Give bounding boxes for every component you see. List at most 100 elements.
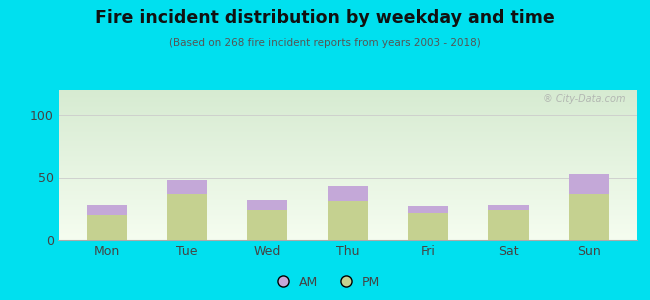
Bar xyxy=(58,239,637,240)
Bar xyxy=(58,157,637,158)
Bar xyxy=(58,196,637,197)
Bar xyxy=(58,104,637,105)
Text: Fire incident distribution by weekday and time: Fire incident distribution by weekday an… xyxy=(95,9,555,27)
Bar xyxy=(58,194,637,195)
Bar xyxy=(58,195,637,196)
Bar xyxy=(58,159,637,160)
Bar xyxy=(58,96,637,97)
Bar xyxy=(58,97,637,98)
Bar xyxy=(58,163,637,164)
Bar xyxy=(58,117,637,118)
Bar xyxy=(58,123,637,124)
Bar xyxy=(58,202,637,203)
Bar xyxy=(58,127,637,128)
Bar xyxy=(58,235,637,236)
Bar xyxy=(58,171,637,172)
Bar xyxy=(58,101,637,102)
Bar xyxy=(58,92,637,93)
Bar xyxy=(58,112,637,113)
Bar xyxy=(58,222,637,223)
Bar xyxy=(58,190,637,191)
Bar xyxy=(58,237,637,238)
Bar xyxy=(58,184,637,185)
Bar xyxy=(58,130,637,131)
Bar xyxy=(58,110,637,111)
Bar xyxy=(58,205,637,206)
Bar xyxy=(58,229,637,230)
Bar xyxy=(58,154,637,155)
Bar xyxy=(58,152,637,153)
Bar xyxy=(58,172,637,173)
Bar xyxy=(58,207,637,208)
Bar xyxy=(58,121,637,122)
Bar xyxy=(58,193,637,194)
Bar xyxy=(58,223,637,224)
Bar xyxy=(58,126,637,127)
Bar xyxy=(58,94,637,95)
Bar xyxy=(58,145,637,146)
Bar xyxy=(58,151,637,152)
Bar xyxy=(408,212,448,240)
Bar xyxy=(58,124,637,125)
Bar xyxy=(58,166,637,167)
Bar xyxy=(58,116,637,117)
Bar xyxy=(58,188,637,189)
Bar xyxy=(58,181,637,182)
Bar xyxy=(58,220,637,221)
Bar xyxy=(58,93,637,94)
Bar xyxy=(58,158,637,159)
Bar xyxy=(58,224,637,225)
Bar xyxy=(58,199,637,200)
Bar xyxy=(58,198,637,199)
Bar xyxy=(58,218,637,219)
Bar xyxy=(58,99,637,100)
Bar xyxy=(58,120,637,121)
Bar xyxy=(58,173,637,174)
Bar xyxy=(58,142,637,143)
Bar xyxy=(58,156,637,157)
Bar xyxy=(58,213,637,214)
Bar xyxy=(58,219,637,220)
Bar xyxy=(58,191,637,192)
Bar xyxy=(58,132,637,133)
Bar xyxy=(58,238,637,239)
Bar xyxy=(328,201,368,240)
Bar xyxy=(58,226,637,227)
Bar xyxy=(58,216,637,217)
Bar xyxy=(58,131,637,132)
Bar xyxy=(58,143,637,144)
Bar xyxy=(58,118,637,119)
Bar xyxy=(58,225,637,226)
Legend: AM, PM: AM, PM xyxy=(265,271,385,294)
Bar xyxy=(58,122,637,123)
Bar xyxy=(58,236,637,237)
Text: ® City-Data.com: ® City-Data.com xyxy=(543,94,625,104)
Bar xyxy=(58,167,637,168)
Bar xyxy=(58,180,637,181)
Bar xyxy=(58,109,637,110)
Bar xyxy=(58,227,637,228)
Bar xyxy=(58,230,637,231)
Bar xyxy=(58,138,637,139)
Bar xyxy=(58,212,637,213)
Bar xyxy=(58,136,637,137)
Bar xyxy=(167,180,207,194)
Bar xyxy=(58,147,637,148)
Bar xyxy=(58,119,637,120)
Bar xyxy=(58,98,637,99)
Bar xyxy=(58,234,637,235)
Bar xyxy=(58,146,637,147)
Bar xyxy=(86,215,127,240)
Bar xyxy=(58,200,637,201)
Bar xyxy=(58,176,637,177)
Bar xyxy=(58,179,637,180)
Bar xyxy=(58,135,637,136)
Bar xyxy=(58,125,637,126)
Bar xyxy=(86,205,127,215)
Bar xyxy=(58,211,637,212)
Bar xyxy=(58,149,637,150)
Bar xyxy=(58,134,637,135)
Bar xyxy=(58,185,637,186)
Bar xyxy=(58,141,637,142)
Bar xyxy=(247,210,287,240)
